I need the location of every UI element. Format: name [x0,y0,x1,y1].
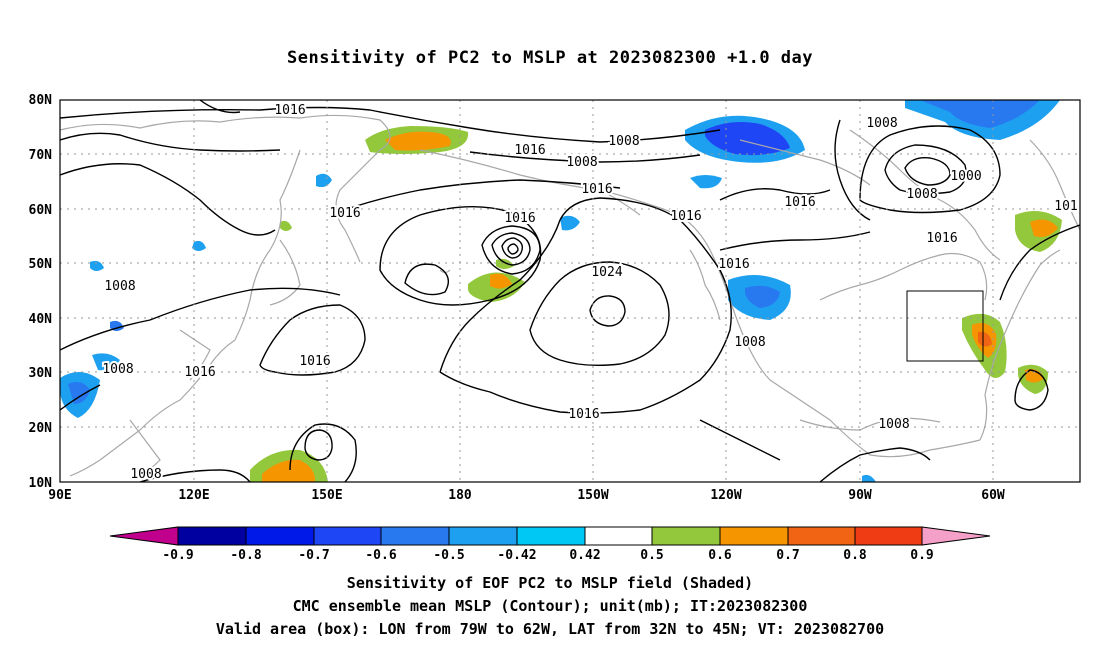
colorbar-label: 0.42 [569,548,600,563]
graticule [60,100,1080,482]
latitude-label: 60N [29,203,53,218]
contour-label: 1016 [926,231,957,246]
colorbar-label: 0.7 [776,548,799,563]
colorbar-label: 0.9 [910,548,933,563]
longitude-label: 180 [448,488,472,503]
contour-label: 1016 [784,195,815,210]
colorbar-segment [584,526,653,546]
colorbar [109,526,991,546]
contour-label: 1016 [670,209,701,224]
latitude-label: 40N [29,312,53,327]
latitude-label: 70N [29,148,53,163]
contour-label: 1008 [130,467,161,482]
mslp-contours [60,100,1080,482]
contour-labels: 1016 1008 1016 1016 1016 1008 1016 1016 1024 1016… [100,101,1079,482]
footer-line-valid-area: Valid area (box): LON from 79W to 62W, L… [215,620,885,638]
colorbar-segment [448,526,518,546]
colorbar-label: -0.7 [298,548,329,563]
contour-label: 1008 [906,187,937,202]
latitude-labels: 80N 70N 60N 50N 40N 30N 20N 10N [29,93,53,491]
colorbar-label: 0.5 [640,548,663,563]
colorbar-label: 0.6 [708,548,732,563]
contour-label: 1008 [734,335,765,350]
contour-label: 1008 [608,134,639,149]
longitude-label: 60W [981,488,1005,503]
contour-label: 1008 [866,116,897,131]
contour-label: 1016 [274,103,305,118]
colorbar-label: -0.9 [162,548,193,563]
longitude-label: 90E [48,488,71,503]
contour-label: 1016 [718,257,749,272]
colorbar-label: -0.5 [433,548,464,563]
contour-label: 1024 [591,265,622,280]
longitude-label: 90W [848,488,872,503]
colorbar-segment [109,526,179,546]
contour-label: 1016 [299,354,330,369]
colorbar-segment [719,526,789,546]
contour-label: 1008 [102,362,133,377]
contour-label: 1016 [568,407,599,422]
latitude-label: 80N [29,93,53,108]
footer-line-contour: CMC ensemble mean MSLP (Contour); unit(m… [292,597,808,615]
contour-label: 1016 [329,206,360,221]
colorbar-segment [787,526,856,546]
latitude-label: 50N [29,257,53,272]
latitude-label: 20N [29,421,53,436]
latitude-label: 10N [29,476,53,491]
colorbar-segment [651,526,721,546]
contour-label: 1016 [504,211,535,226]
footer-line-shading: Sensitivity of EOF PC2 to MSLP field (Sh… [346,574,754,592]
colorbar-segment [854,526,923,546]
contour-label: 1016 [514,143,545,158]
contour-label: 1008 [566,155,597,170]
longitude-label: 150E [311,488,342,503]
contour-label: 1016 [581,182,612,197]
colorbar-segment [313,526,382,546]
contour-label: 101 [1054,199,1077,214]
contour-label: 1000 [950,169,981,184]
plot-frame [59,99,1081,483]
valid-area-box [906,290,984,362]
longitude-labels: 90E 120E 150E 180 150W 120W 90W 60W [48,488,1005,503]
colorbar-label: -0.6 [365,548,396,563]
colorbar-segment [177,526,247,546]
contour-label: 1008 [878,417,909,432]
colorbar-label: 0.8 [843,548,867,563]
colorbar-label: -0.42 [497,548,536,563]
sensitivity-shading [60,100,1062,482]
colorbar-segment [380,526,450,546]
longitude-label: 120E [178,488,209,503]
latitude-label: 30N [29,366,53,381]
longitude-label: 150W [577,488,608,503]
colorbar-segment [245,526,315,546]
colorbar-segment [516,526,586,546]
contour-label: 1016 [184,365,215,380]
colorbar-segment [921,526,991,546]
map-title: Sensitivity of PC2 to MSLP at 2023082300… [286,48,813,68]
colorbar-labels: -0.9 -0.8 -0.7 -0.6 -0.5 -0.42 0.42 0.5 0.6 0.7 0.… [162,548,933,563]
longitude-label: 120W [710,488,741,503]
contour-label: 1008 [104,279,135,294]
colorbar-label: -0.8 [230,548,261,563]
